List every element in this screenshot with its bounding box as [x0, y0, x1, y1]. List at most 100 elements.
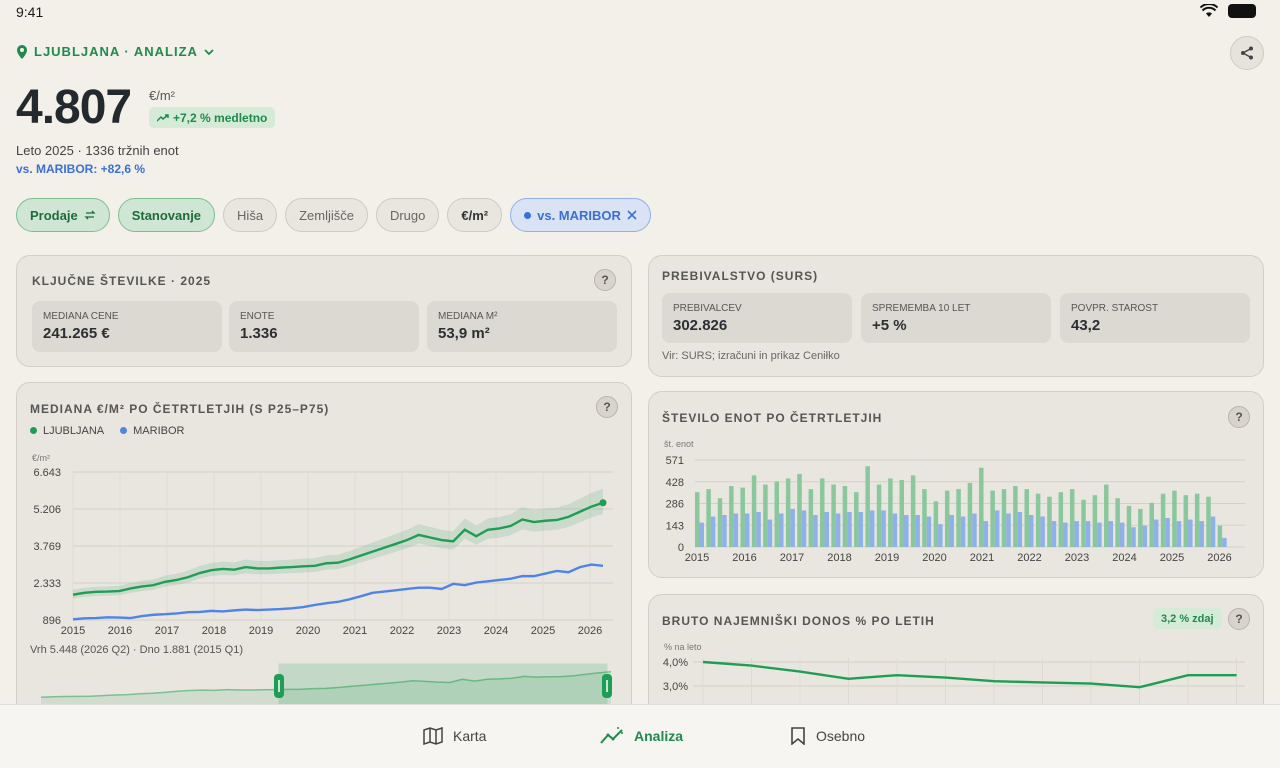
bar-maribor [1085, 521, 1091, 547]
chip-prodaje[interactable]: Prodaje [16, 198, 110, 232]
analytics-icon [600, 727, 623, 744]
close-icon[interactable] [627, 210, 637, 220]
chevron-down-icon [204, 48, 214, 55]
stat-value: 241.265 € [43, 325, 110, 342]
y-tick-label: 3,0% [663, 681, 688, 693]
bar-ljubljana [1160, 493, 1166, 547]
help-button[interactable]: ? [596, 396, 618, 418]
bar-ljubljana [1081, 499, 1086, 547]
bar-maribor [938, 524, 943, 547]
bar-ljubljana [1013, 486, 1018, 547]
status-icons [1200, 4, 1256, 18]
bar-maribor [960, 516, 966, 547]
bar-ljubljana [876, 484, 882, 547]
bar-maribor [1188, 519, 1193, 547]
share-button[interactable] [1230, 36, 1264, 70]
chip-drugo[interactable]: Drugo [375, 198, 440, 232]
bar-maribor [722, 515, 727, 547]
bar-ljubljana [1035, 493, 1041, 547]
x-tick-label: 2016 [108, 625, 132, 637]
y-axis-label: % na leto [664, 642, 702, 652]
x-tick-label: 2025 [531, 625, 555, 637]
nav-label: Analiza [634, 728, 684, 744]
bar-ljubljana [933, 501, 939, 547]
bar-ljubljana [763, 484, 768, 547]
rent-yield-line [702, 660, 1237, 689]
location-selector[interactable]: LJUBLJANA · ANALIZA [16, 44, 214, 59]
last-point-marker [599, 499, 607, 507]
population-card: PREBIVALSTVO (SURS) PREBIVALCEV 302.826 … [648, 255, 1264, 377]
bar-ljubljana [785, 478, 791, 547]
x-tick-label: 2018 [827, 552, 851, 564]
bar-ljubljana [1149, 502, 1154, 547]
stat-label: MEDIANA M² [438, 311, 498, 322]
rent-chart[interactable]: % na leto 4,0% 3,0% [648, 638, 1264, 704]
nav-analiza[interactable]: Analiza [600, 727, 683, 745]
chip-zemljisce[interactable]: Zemljišče [285, 198, 368, 232]
bar-maribor [733, 513, 739, 547]
bar-maribor [1119, 522, 1125, 547]
help-button[interactable]: ? [594, 269, 616, 291]
overview-area [41, 671, 611, 704]
stat-label: SPREMEMBA 10 LET [872, 303, 971, 314]
nav-karta[interactable]: Karta [423, 727, 486, 745]
p25-p75-band [73, 488, 603, 599]
chip-stanovanje[interactable]: Stanovanje [117, 198, 216, 232]
bar-ljubljana [797, 473, 802, 547]
bar-maribor [1199, 521, 1204, 547]
bar-ljubljana [956, 489, 961, 547]
stat-value: 43,2 [1071, 317, 1101, 334]
chip-compare[interactable]: vs. MARIBOR [510, 198, 651, 232]
range-selection [278, 663, 608, 704]
summary-meta: Leto 2025 · 1336 tržnih enot [16, 143, 179, 158]
location-label: LJUBLJANA · ANALIZA [34, 44, 198, 59]
nav-osebno[interactable]: Osebno [790, 727, 865, 745]
x-tick-label: 2023 [1065, 552, 1089, 564]
y-tick-label: 286 [666, 499, 684, 511]
card-title: PREBIVALSTVO (SURS) [662, 269, 819, 283]
bar-maribor [892, 513, 898, 547]
series-line-maribor [72, 563, 604, 621]
bar-maribor [904, 515, 909, 547]
card-title: MEDIANA €/M² PO ČETRTLETJIH (S P25–P75) [30, 402, 330, 416]
y-axis-label: €/m² [32, 453, 50, 463]
bar-ljubljana [1172, 490, 1177, 547]
x-tick-label: 2017 [155, 625, 179, 637]
compare-dot [524, 211, 532, 219]
y-tick-label: 4,0% [663, 657, 688, 669]
help-button[interactable]: ? [1228, 406, 1250, 428]
x-tick-label: 2025 [1160, 552, 1184, 564]
x-tick-label: 2015 [685, 552, 709, 564]
stat-label: ENOTE [240, 311, 275, 322]
x-tick-label: 2024 [484, 625, 508, 637]
y-tick-label: 6.643 [33, 467, 61, 479]
bar-maribor [756, 511, 761, 547]
bar-ljubljana [979, 467, 984, 547]
headline-price: 4.807 [16, 81, 132, 134]
bar-maribor [1131, 527, 1136, 547]
x-tick-label: 2021 [343, 625, 367, 637]
help-button[interactable]: ? [1228, 608, 1250, 630]
stat-label: PREBIVALCEV [673, 303, 742, 314]
bar-maribor [994, 510, 1000, 547]
chip-unit[interactable]: €/m² [447, 198, 503, 232]
chip-label: Hiša [237, 207, 264, 223]
stat-age: POVPR. STAROST 43,2 [1060, 293, 1250, 343]
y-tick-label: 143 [666, 520, 684, 532]
status-time: 9:41 [16, 4, 44, 20]
legend-maribor: MARIBOR [120, 425, 184, 437]
stat-value: 1.336 [240, 325, 278, 342]
bar-ljubljana [819, 478, 825, 547]
chip-hisa[interactable]: Hiša [223, 198, 278, 232]
bar-maribor [858, 511, 864, 547]
wifi-icon [1200, 4, 1218, 17]
bookmark-icon [791, 727, 805, 745]
bar-ljubljana [740, 487, 745, 547]
bar-ljubljana [729, 486, 734, 547]
x-tick-label: 2022 [1017, 552, 1041, 564]
bar-ljubljana [854, 492, 859, 547]
bar-maribor [699, 522, 704, 547]
chip-label: Prodaje [30, 207, 78, 223]
